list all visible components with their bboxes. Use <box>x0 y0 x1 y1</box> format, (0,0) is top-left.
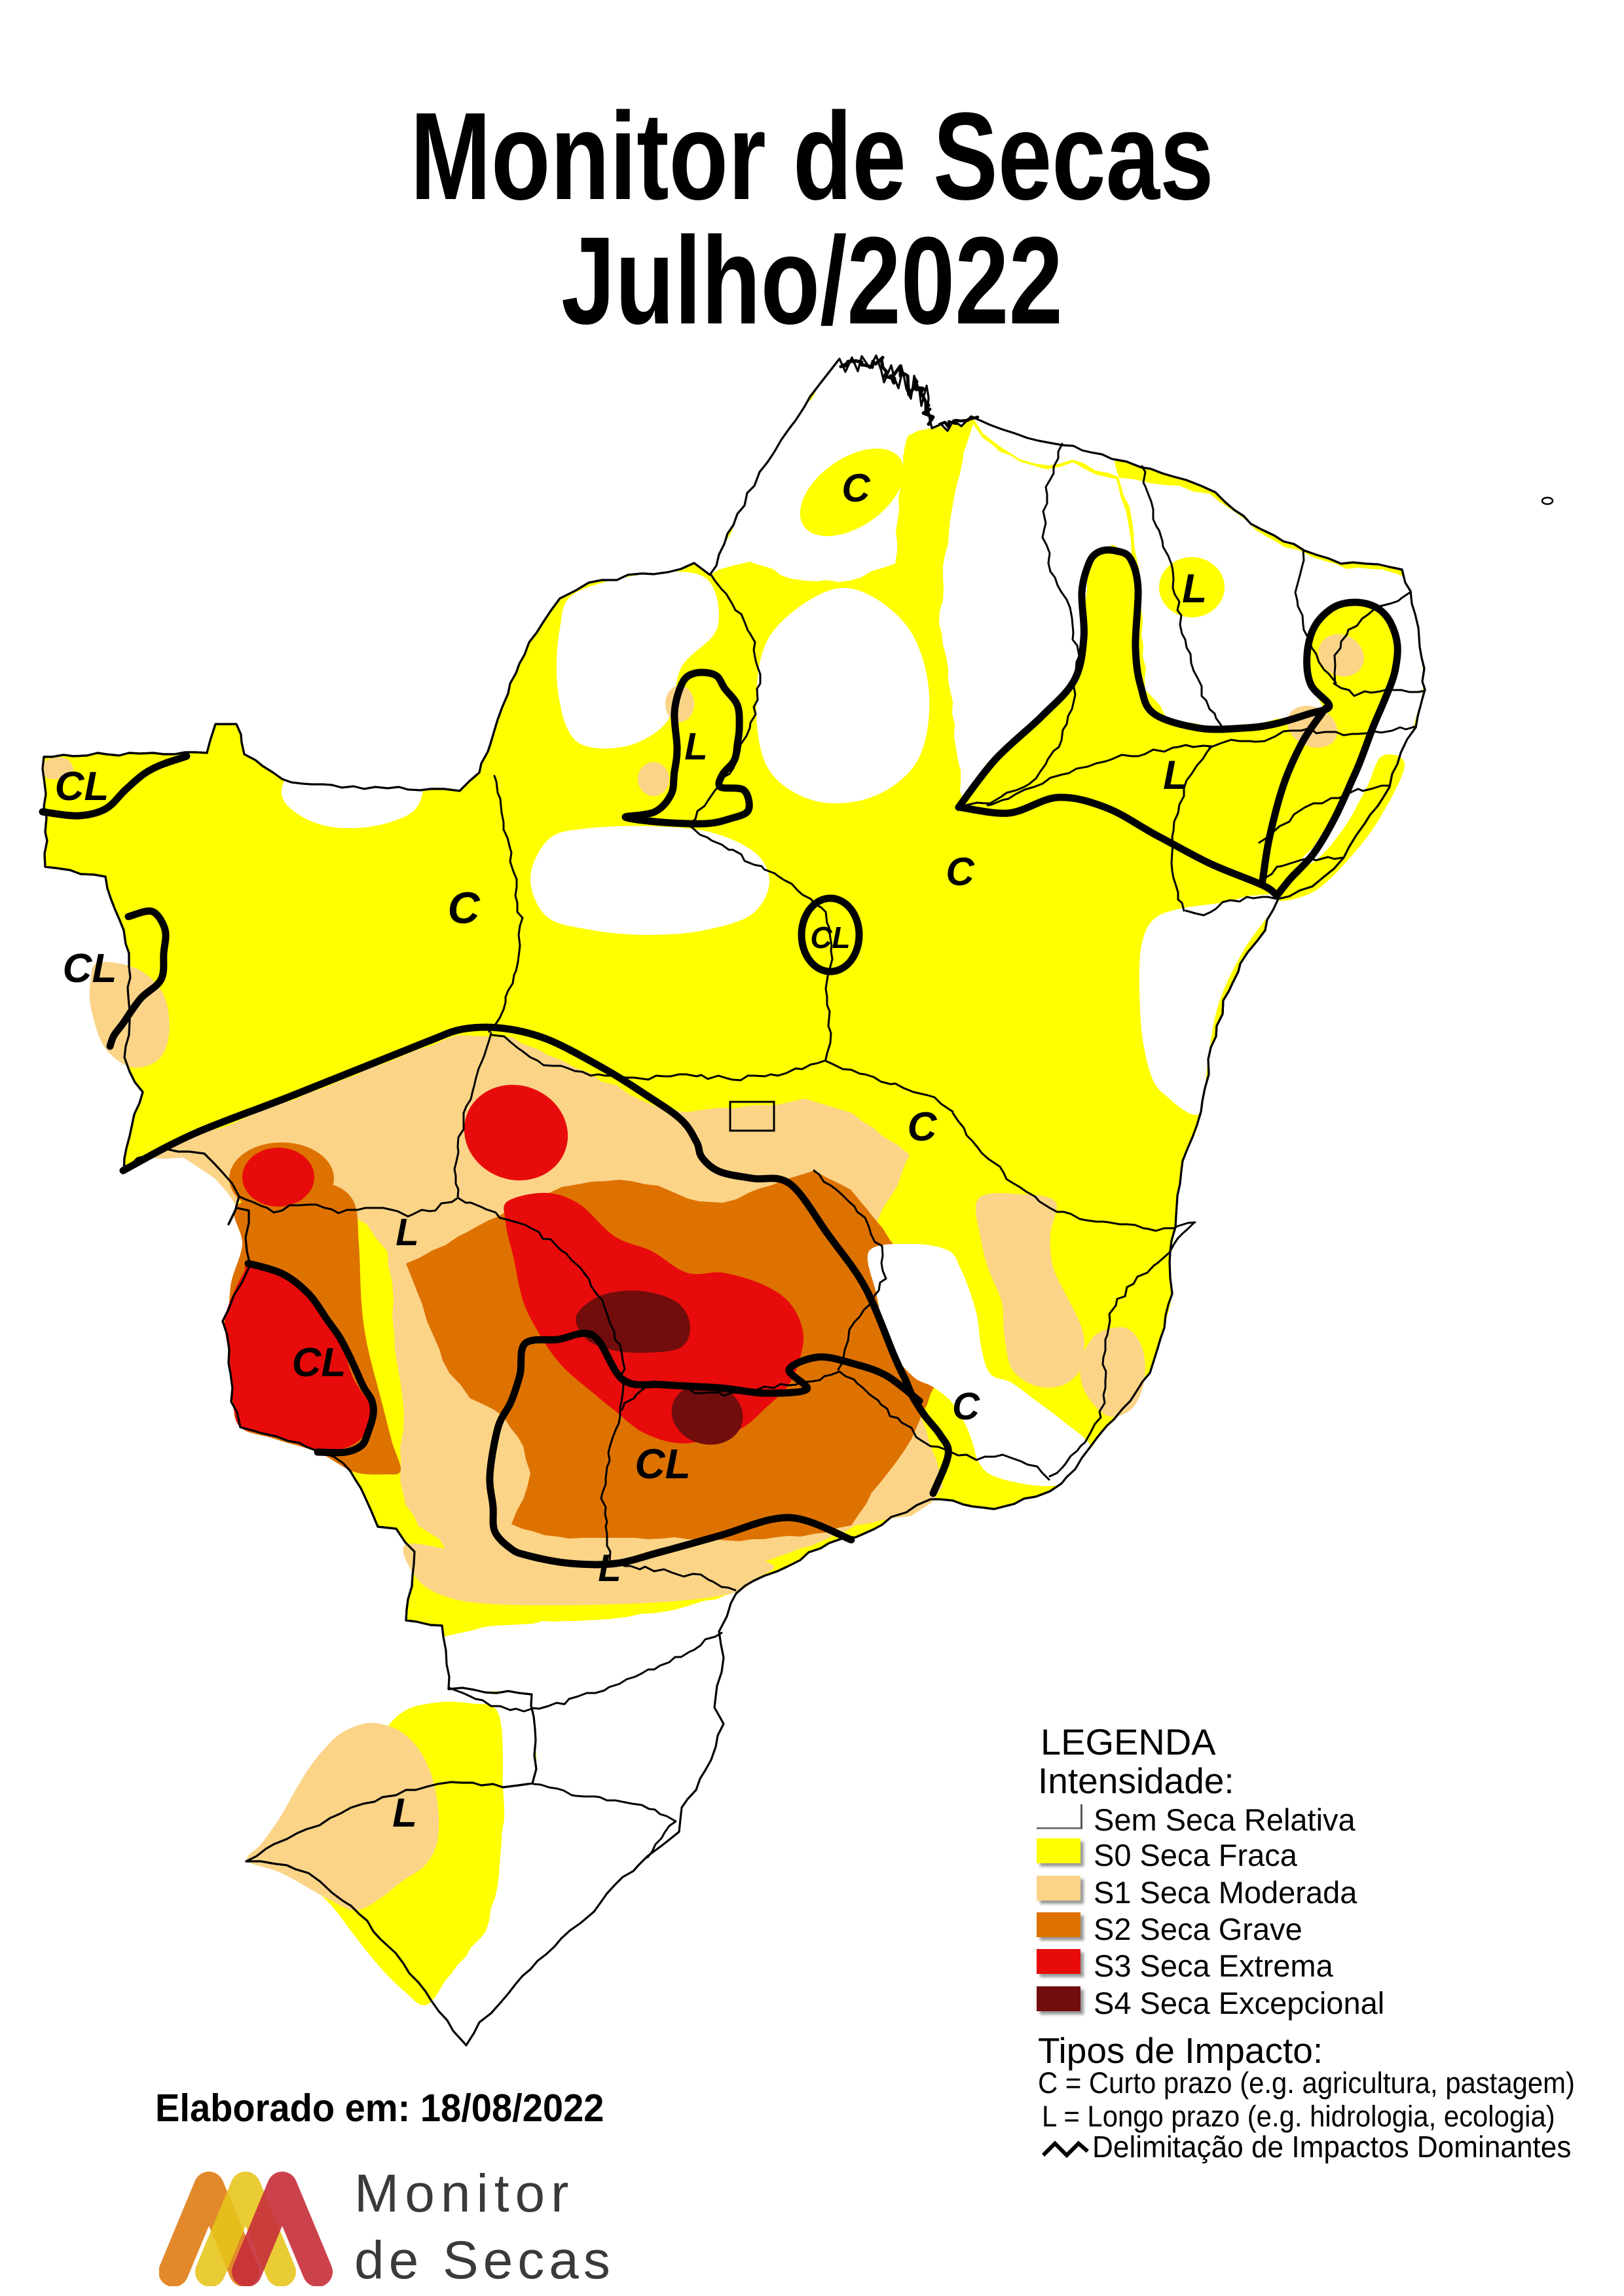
svg-text:C: C <box>952 1385 980 1428</box>
svg-text:de Secas: de Secas <box>354 2231 615 2286</box>
svg-text:CL: CL <box>635 1440 690 1487</box>
svg-text:L: L <box>396 1211 418 1254</box>
svg-text:CL: CL <box>55 764 109 809</box>
svg-text:CL: CL <box>63 946 117 991</box>
svg-text:C: C <box>946 850 975 894</box>
svg-text:C: C <box>841 466 871 510</box>
svg-text:L: L <box>392 1791 417 1836</box>
svg-text:CL: CL <box>810 920 850 955</box>
svg-text:C: C <box>447 883 480 933</box>
svg-text:L: L <box>1163 753 1188 798</box>
svg-text:L: L <box>1182 566 1207 611</box>
svg-text:C: C <box>908 1104 938 1150</box>
svg-text:CL: CL <box>292 1340 346 1385</box>
svg-text:Monitor: Monitor <box>354 2168 574 2223</box>
svg-text:L: L <box>684 725 707 768</box>
svg-text:L: L <box>598 1547 621 1590</box>
